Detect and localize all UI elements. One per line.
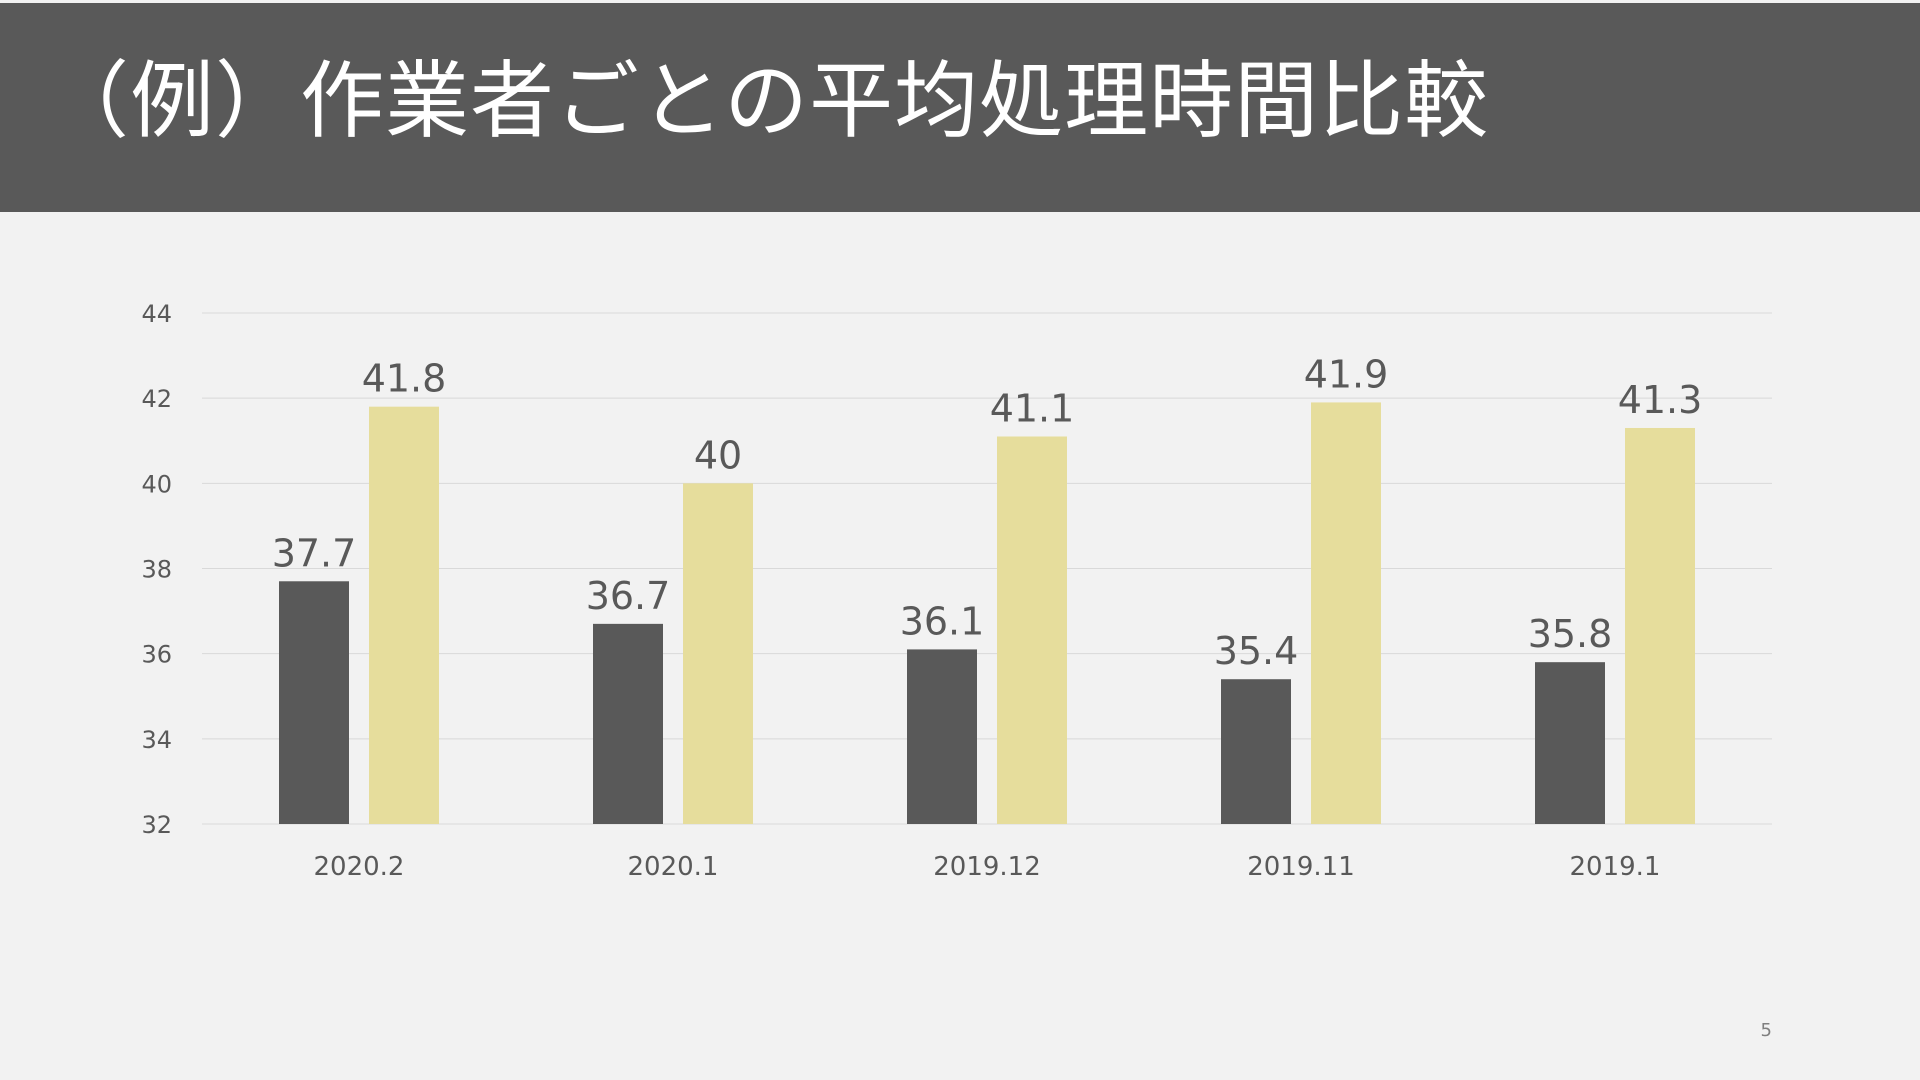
x-axis-ticks: 2020.2 2020.1 2019.12 2019.11 2019.1 xyxy=(314,852,1661,882)
y-tick-label: 32 xyxy=(141,811,172,839)
bar-series-2-2020.1 xyxy=(683,483,753,824)
data-labels: 37.7 41.8 36.7 40 36.1 41.1 35.4 41.9 35.8 41.3 xyxy=(272,352,1703,673)
y-tick-label: 38 xyxy=(141,556,172,584)
data-label: 40 xyxy=(694,433,742,477)
x-tick-label: 2019.1 xyxy=(1570,852,1661,882)
y-axis-ticks: 32 34 36 38 40 42 44 xyxy=(141,300,172,839)
x-tick-label: 2019.11 xyxy=(1247,852,1355,882)
bar-series-2-2019.12 xyxy=(997,436,1067,824)
bar-series-1-2020.2 xyxy=(279,581,349,824)
bar-series-1-2019.11 xyxy=(1221,679,1291,824)
bar-series-2-2020.2 xyxy=(369,406,439,824)
title-bar: （例）作業者ごとの平均処理時間比較 xyxy=(0,3,1920,212)
x-tick-label: 2020.2 xyxy=(314,852,405,882)
y-tick-label: 42 xyxy=(141,385,172,413)
data-label: 37.7 xyxy=(272,531,357,575)
data-label: 36.1 xyxy=(900,599,985,643)
y-tick-label: 40 xyxy=(141,470,172,498)
data-label: 41.9 xyxy=(1304,352,1389,396)
y-tick-label: 36 xyxy=(141,641,172,669)
data-label: 35.4 xyxy=(1214,629,1299,673)
y-tick-label: 44 xyxy=(141,300,172,328)
gridlines xyxy=(202,312,1772,825)
page-number: 5 xyxy=(1760,1020,1772,1041)
data-label: 35.8 xyxy=(1528,612,1613,656)
bar-series-1-2019.1 xyxy=(1535,662,1605,824)
data-label: 36.7 xyxy=(586,574,671,618)
bar-series-2-2019.1 xyxy=(1625,427,1695,824)
bars xyxy=(279,402,1695,824)
x-tick-label: 2019.12 xyxy=(933,852,1041,882)
slide-title: （例）作業者ごとの平均処理時間比較 xyxy=(45,52,1490,150)
bar-series-1-2020.1 xyxy=(593,623,663,824)
bar-series-2-2019.11 xyxy=(1311,402,1381,824)
data-label: 41.1 xyxy=(990,386,1075,430)
y-tick-label: 34 xyxy=(141,726,172,754)
data-label: 41.3 xyxy=(1618,378,1703,422)
bar-series-1-2019.12 xyxy=(907,649,977,824)
x-tick-label: 2020.1 xyxy=(628,852,719,882)
data-label: 41.8 xyxy=(362,357,447,401)
